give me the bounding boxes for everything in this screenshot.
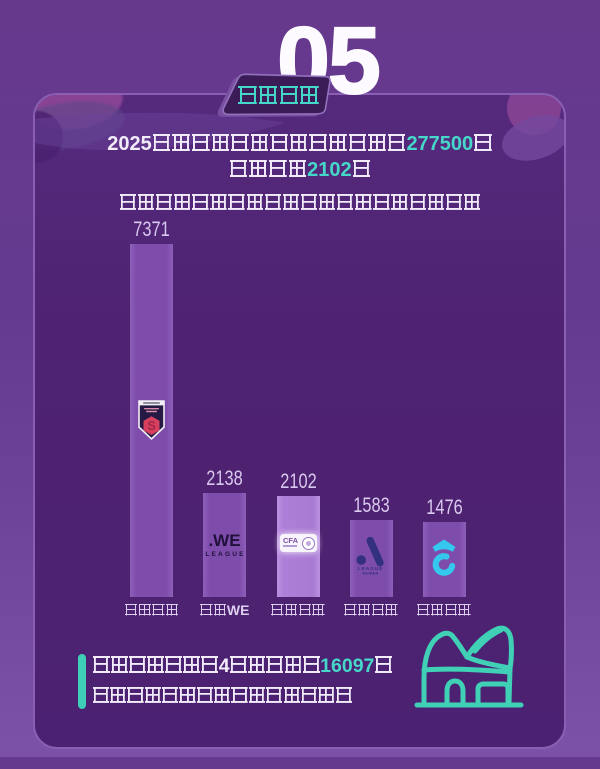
svg-text:S: S bbox=[147, 419, 155, 433]
svg-text:LEAGUE: LEAGUE bbox=[358, 566, 383, 572]
svg-text:WOMEN: WOMEN bbox=[362, 572, 378, 576]
